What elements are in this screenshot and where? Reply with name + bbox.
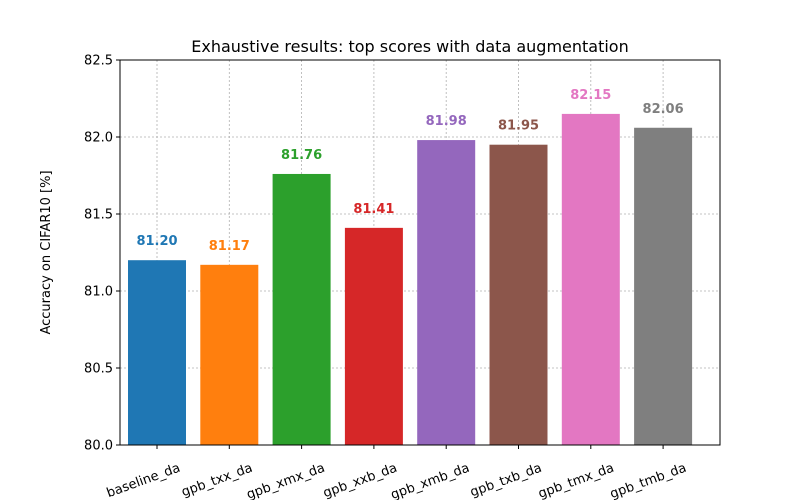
y-axis-label: Accuracy on CIFAR10 [%] (39, 170, 54, 334)
y-tick-label: 80.0 (84, 439, 113, 454)
y-tick-label: 81.0 (84, 285, 113, 300)
x-tick-label-gpb_txb_da: gpb_txb_da (468, 461, 544, 500)
y-tick-label: 80.5 (84, 362, 113, 377)
y-axis-ticks: 80.0 80.5 81.0 81.5 82.0 82.5 (84, 54, 120, 454)
y-tick-label: 82.0 (84, 131, 113, 146)
data-label-gpb_xxb_da: 81.41 (353, 202, 394, 217)
x-axis-ticks: baseline_dagpb_txx_dagpb_xmx_dagpb_xxb_d… (105, 445, 688, 500)
data-label-gpb_tmx_da: 82.15 (570, 88, 611, 103)
bar-gpb_xxb_da (344, 227, 403, 445)
y-tick-label: 81.5 (84, 208, 113, 223)
data-label-gpb_xmb_da: 81.98 (426, 114, 467, 129)
y-tick-label: 82.5 (84, 54, 113, 69)
x-tick-label-gpb_xxb_da: gpb_xxb_da (321, 461, 399, 500)
bar-gpb_txb_da (489, 144, 548, 445)
bar-gpb_txx_da (200, 264, 259, 445)
bars-layer (128, 113, 693, 446)
data-label-gpb_txx_da: 81.17 (209, 239, 250, 254)
chart-title: Exhaustive results: top scores with data… (191, 37, 628, 56)
x-tick-label-gpb_txx_da: gpb_txx_da (180, 461, 255, 500)
data-label-gpb_tmb_da: 82.06 (643, 102, 684, 117)
x-tick-label-baseline_da: baseline_da (105, 461, 183, 500)
data-label-baseline_da: 81.20 (136, 234, 177, 249)
bar-gpb_tmb_da (634, 127, 693, 445)
bar-gpb_tmx_da (561, 113, 620, 446)
x-tick-label-gpb_xmx_da: gpb_xmx_da (245, 461, 327, 500)
data-labels-layer: 81.20 81.17 81.76 81.41 81.98 81.95 82.15 82.06 (136, 88, 683, 254)
bar-baseline_da (128, 260, 186, 445)
bar-gpb_xmb_da (417, 140, 476, 445)
x-tick-label-gpb_tmb_da: gpb_tmb_da (608, 461, 688, 500)
data-label-gpb_xmx_da: 81.76 (281, 148, 322, 163)
x-tick-label-gpb_xmb_da: gpb_xmb_da (389, 461, 472, 500)
plot-frame (119, 59, 721, 446)
x-tick-label-gpb_tmx_da: gpb_tmx_da (536, 461, 616, 500)
data-label-gpb_txb_da: 81.95 (498, 119, 539, 134)
bar-gpb_xmx_da (272, 173, 331, 445)
